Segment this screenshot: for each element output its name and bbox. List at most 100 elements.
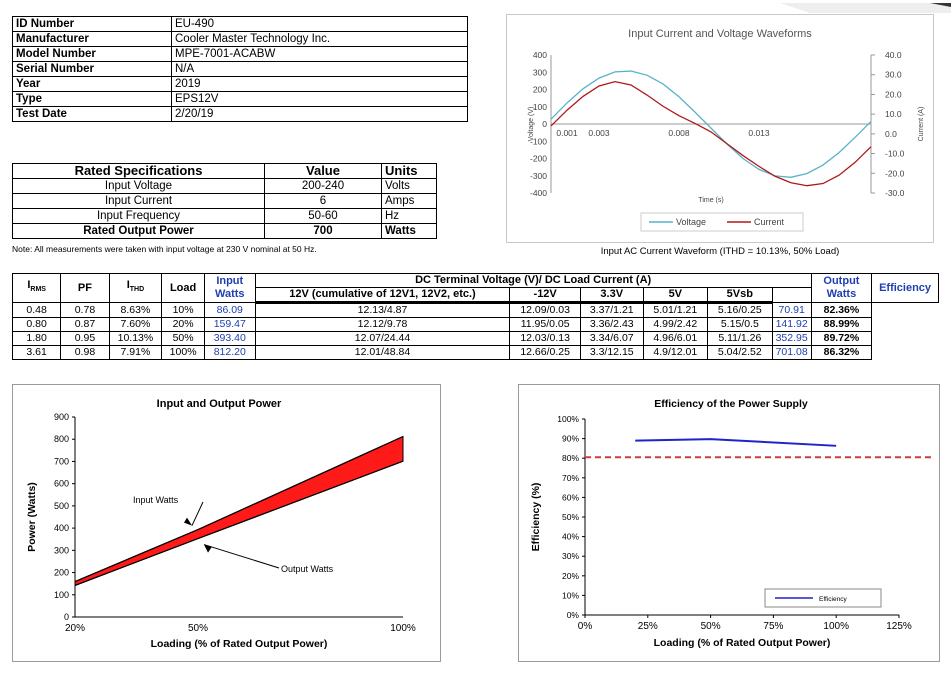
annotation-output-arrow — [203, 544, 280, 569]
efficiency-ytick: 0% — [567, 610, 580, 620]
rated-row: Input Voltage 200-240 Volts — [12, 178, 437, 194]
annotation-output-watts: Output Watts — [281, 564, 334, 574]
waveform-ytick: -200 — [530, 154, 547, 164]
efficiency-ytick: 80% — [562, 453, 579, 463]
info-label: Type — [12, 91, 172, 107]
waveform-ytick: -300 — [530, 171, 547, 181]
rated-spec: Input Current — [12, 193, 265, 209]
header-3v3: 3.3V — [579, 287, 644, 304]
power-ytick: 700 — [54, 456, 69, 466]
cell-load: 50% — [161, 331, 205, 346]
table-row: 1.80 0.95 10.13% 50% 393.40 12.07/24.44 12.03/… — [11, 331, 939, 346]
cell-v12: 12.01/48.84 — [254, 345, 511, 360]
efficiency-ytick: 70% — [562, 473, 579, 483]
cell-v12: 12.07/24.44 — [254, 331, 511, 346]
efficiency-ytick: 90% — [562, 434, 579, 444]
info-row: Manufacturer Cooler Master Technology Inc… — [12, 31, 468, 47]
cell-irms: 0.80 — [11, 317, 62, 332]
info-value: EPS12V — [171, 91, 468, 107]
waveform-y2tick: -10.0 — [885, 149, 905, 159]
cell-out-w: 70.91 — [771, 302, 812, 318]
cell-ithd: 10.13% — [108, 331, 163, 346]
rated-row: Input Frequency 50-60 Hz — [12, 208, 437, 224]
cell-in-w: 812.20 — [203, 345, 256, 360]
efficiency-svg: Efficiency of the Power Supply 0% 10% 20% 30… — [530, 398, 935, 649]
measurement-note: Note: All measurements were taken with i… — [12, 244, 317, 254]
cell-in-w: 393.40 — [203, 331, 256, 346]
cell-v5sb: 5.04/2.52 — [707, 345, 773, 360]
cell-eff: 86.32% — [810, 345, 873, 360]
legend-efficiency-label: Efficiency — [819, 596, 847, 603]
header-minus12v: -12V — [509, 287, 581, 304]
info-value: EU-490 — [171, 16, 468, 32]
power-xlabel: Loading (% of Rated Output Power) — [151, 638, 328, 650]
cell-pf: 0.95 — [60, 331, 110, 346]
info-label: Test Date — [12, 106, 172, 122]
power-ytick: 400 — [54, 523, 69, 533]
rated-value: 6 — [264, 193, 382, 209]
rated-unit: Volts — [381, 178, 437, 194]
waveform-y2tick: 20.0 — [885, 89, 902, 99]
info-value: MPE-7001-ACABW — [171, 46, 468, 62]
power-xtick: 20% — [65, 623, 85, 634]
efficiency-ytick: 100% — [557, 414, 579, 424]
cell-v5: 4.99/2.42 — [642, 317, 709, 332]
efficiency-legend — [764, 588, 882, 608]
rated-specs-table: Rated Specifications Value Units Input V… — [12, 163, 437, 239]
header-12v: 12V (cumulative of 12V1, 12V2, etc.) — [254, 287, 511, 304]
efficiency-ytick: 40% — [562, 532, 579, 542]
cell-vm12: 11.95/0.05 — [509, 317, 581, 332]
info-row: Serial Number N/A — [12, 61, 468, 77]
output-watts-line — [74, 460, 404, 587]
power-chart: Input and Output Power 0 100 200 300 400 500 60… — [12, 384, 441, 662]
cell-v5: 5.01/1.21 — [642, 302, 709, 318]
cell-load: 20% — [161, 317, 205, 332]
cell-in-w: 86.09 — [203, 302, 256, 318]
info-row: ID Number EU-490 — [12, 16, 468, 32]
waveform-ytick: 100 — [533, 102, 547, 112]
waveform-y2tick: 30.0 — [885, 70, 902, 80]
cell-pf: 0.87 — [60, 317, 110, 332]
header-pf: PF — [60, 273, 110, 303]
power-title: Input and Output Power — [157, 398, 282, 410]
rated-header-spec: Rated Specifications — [12, 163, 265, 179]
input-watts-line — [74, 435, 404, 583]
rated-value: 200-240 — [264, 178, 382, 194]
cell-v5: 4.96/6.01 — [642, 331, 709, 346]
info-row: Year 2019 — [12, 76, 468, 92]
voltage-line — [550, 70, 872, 178]
cell-out-w: 141.92 — [771, 317, 812, 332]
waveform-legend — [640, 212, 804, 232]
header-irms: IRMS — [11, 273, 62, 303]
waveform-y2tick: 40.0 — [885, 50, 902, 60]
efficiency-xtick: 50% — [701, 621, 721, 632]
waveform-title: Input Current and Voltage Waveforms — [628, 28, 812, 40]
cell-ithd: 7.91% — [108, 345, 163, 360]
info-row: Model Number MPE-7001-ACABW — [12, 46, 468, 62]
efficiency-xtick: 125% — [886, 621, 912, 632]
rated-spec: Rated Output Power — [12, 223, 265, 239]
waveform-chart: Input Current and Voltage Waveforms 400 30… — [506, 14, 934, 243]
waveform-ytick: -100 — [530, 136, 547, 146]
waveform-caption: Input AC Current Waveform (ITHD = 10.13%… — [600, 246, 840, 257]
cell-v5sb: 5.11/1.26 — [707, 331, 773, 346]
header-dc-terminal: DC Terminal Voltage (V)/ DC Load Current… — [254, 273, 812, 288]
waveform-y2tick: 10.0 — [885, 109, 902, 119]
rated-row: Rated Output Power 700 Watts — [12, 223, 437, 239]
waveform-xtick: 0.001 — [556, 128, 578, 138]
waveform-y2tick: -30.0 — [885, 188, 905, 198]
cell-vm12: 12.09/0.03 — [509, 302, 581, 318]
psu-info-table: ID Number EU-490 Manufacturer Cooler Master… — [12, 16, 468, 122]
waveform-ytick: 200 — [533, 85, 547, 95]
cell-irms: 3.61 — [11, 345, 62, 360]
cell-pf: 0.78 — [60, 302, 110, 318]
efficiency-xtick: 0% — [578, 621, 593, 632]
cell-vm12: 12.03/0.13 — [509, 331, 581, 346]
header-load: Load — [161, 273, 205, 303]
annotation-input-watts: Input Watts — [133, 495, 179, 505]
table-row: 0.80 0.87 7.60% 20% 159.47 12.12/9.78 11.95/0.… — [11, 317, 939, 332]
power-svg: Input and Output Power 0 100 200 300 400 500 60… — [26, 398, 416, 650]
cell-v33: 3.37/1.21 — [579, 302, 644, 318]
header-ithd: ITHD — [108, 273, 163, 303]
info-value: 2019 — [171, 76, 468, 92]
